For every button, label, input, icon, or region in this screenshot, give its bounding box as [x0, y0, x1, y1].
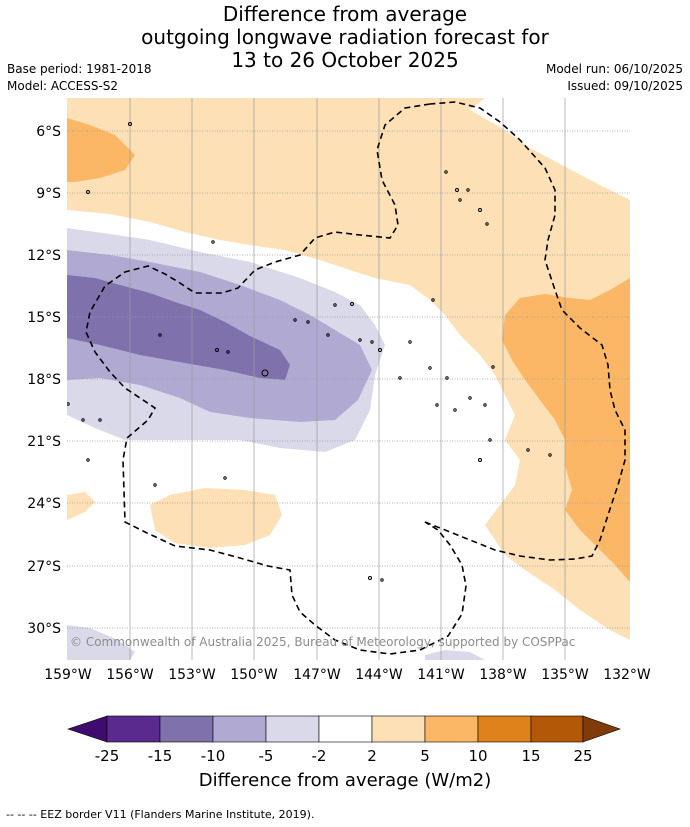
lat-label: 15°S [27, 310, 61, 326]
copyright-text: © Commonwealth of Australia 2025, Bureau… [70, 635, 575, 649]
lon-label: 138°W [479, 667, 527, 683]
lat-labels: 6°S 9°S 12°S 15°S 18°S 21°S 24°S 27°S 30… [27, 124, 61, 637]
colorbar-segment [530, 715, 584, 743]
colorbar-segment [159, 715, 214, 743]
base-period: Base period: 1981-2018 [7, 62, 152, 76]
eez-borders [85, 101, 626, 655]
anomaly-light-orange-region [67, 98, 630, 640]
map-fields [67, 98, 630, 660]
colorbar-title: Difference from average (W/m2) [198, 770, 492, 791]
lon-labels: 159°W 156°W 153°W 150°W 147°W 144°W 141°… [44, 667, 651, 683]
lat-label: 6°S [36, 124, 61, 140]
lat-label: 9°S [36, 186, 61, 202]
anomaly-orange-region-east [502, 278, 630, 582]
gridlines [67, 98, 630, 660]
colorbar-segment [424, 715, 479, 743]
colorbar-segment [106, 715, 161, 743]
issued-date: Issued: 09/10/2025 [567, 79, 683, 93]
colorbar [67, 715, 621, 743]
title-line-3: 13 to 26 October 2025 [231, 48, 459, 72]
colorbar-tick: -2 [312, 747, 327, 765]
colorbar-tick: -5 [259, 747, 274, 765]
colorbar-tick: -10 [201, 747, 226, 765]
lon-label: 159°W [44, 667, 92, 683]
colorbar-segment [212, 715, 267, 743]
anomaly-light-orange-blob-west [67, 492, 95, 520]
colorbar-segment [371, 715, 426, 743]
islands [67, 122, 552, 582]
colorbar-tick: -15 [148, 747, 173, 765]
lon-label: 147°W [293, 667, 341, 683]
lon-label: 132°W [603, 667, 651, 683]
lat-label: 21°S [27, 434, 61, 450]
anomaly-dark-purple-region [67, 275, 290, 380]
colorbar-tick: -25 [95, 747, 120, 765]
colorbar-tick: 25 [573, 747, 592, 765]
colorbar-segment [265, 715, 320, 743]
colorbar-tick: 15 [521, 747, 540, 765]
lat-label: 24°S [27, 496, 61, 512]
lat-label: 12°S [27, 248, 61, 264]
eez-footer-note: -- -- -- EEZ border V11 (Flanders Marine… [6, 808, 315, 821]
lon-label: 153°W [168, 667, 216, 683]
anomaly-light-purple-patch-south [67, 625, 135, 660]
anomaly-light-purple-patch-south-2 [425, 650, 485, 660]
lon-label: 135°W [541, 667, 589, 683]
colorbar-over-arrow [582, 715, 621, 743]
colorbar-under-arrow [67, 715, 108, 743]
colorbar-tick: 2 [367, 747, 377, 765]
colorbar-tick: 5 [420, 747, 430, 765]
lon-label: 141°W [417, 667, 465, 683]
colorbar-ticks: -25 -15 -10 -5 -2 2 5 10 15 25 [95, 747, 593, 765]
lat-label: 27°S [27, 559, 61, 575]
anomaly-orange-region-northwest [67, 118, 135, 182]
model-run: Model run: 06/10/2025 [545, 62, 683, 76]
colorbar-tick: 10 [468, 747, 487, 765]
model-name: Model: ACCESS-S2 [7, 79, 119, 93]
lon-label: 156°W [106, 667, 154, 683]
lon-label: 144°W [355, 667, 403, 683]
title-line-2: outgoing longwave radiation forecast for [141, 25, 549, 49]
lat-label: 30°S [27, 621, 61, 637]
lon-label: 150°W [230, 667, 278, 683]
lat-label: 18°S [27, 372, 61, 388]
title-line-1: Difference from average [222, 2, 468, 26]
colorbar-segment [318, 715, 373, 743]
colorbar-segment [477, 715, 532, 743]
